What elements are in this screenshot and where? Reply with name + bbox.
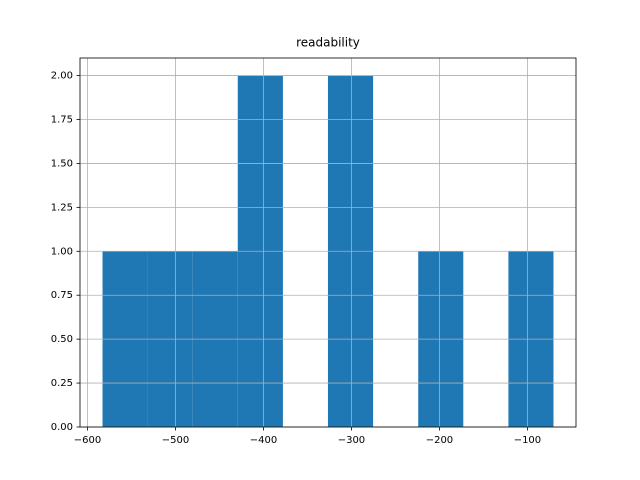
x-tick-label: −600 [74, 435, 101, 446]
y-tick-label: 2.00 [51, 71, 73, 82]
y-tick-label: 1.75 [51, 115, 73, 126]
chart-title: readability [296, 36, 360, 50]
y-tick-label: 1.00 [51, 246, 73, 257]
y-tick-label: 0.00 [51, 422, 73, 433]
y-tick-label: 1.50 [51, 158, 73, 169]
y-tick-label: 1.25 [51, 202, 73, 213]
x-tick-label: −400 [250, 435, 277, 446]
y-tick-label: 0.75 [51, 290, 73, 301]
y-tick-label: 0.50 [51, 334, 73, 345]
x-tick-label: −100 [514, 435, 541, 446]
x-tick-label: −300 [338, 435, 365, 446]
x-tick-label: −500 [162, 435, 189, 446]
plot-frame [79, 57, 577, 428]
y-tick-label: 0.25 [51, 378, 73, 389]
x-tick-label: −200 [426, 435, 453, 446]
